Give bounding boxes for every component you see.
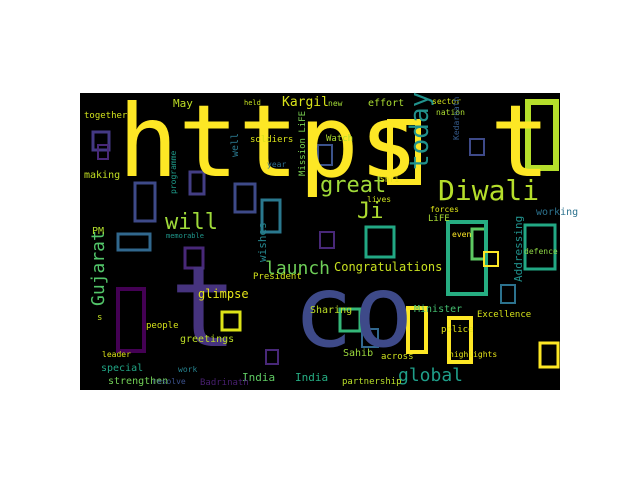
- word: launch: [265, 258, 330, 279]
- word: s: [97, 313, 102, 323]
- word: global: [398, 365, 463, 386]
- word: making: [84, 170, 120, 181]
- word: India: [295, 371, 328, 384]
- glyph-box: [361, 328, 379, 348]
- glyph-box: [133, 181, 157, 223]
- glyph-boxes: [91, 99, 560, 369]
- glyph-box: [364, 225, 396, 259]
- glyph-box: [447, 316, 473, 364]
- word: Kedarnath: [452, 96, 461, 140]
- word: together: [84, 111, 128, 121]
- word: special: [101, 363, 143, 374]
- glyph-box: [265, 349, 279, 365]
- word: Excellence: [477, 310, 531, 320]
- glyph-box: [319, 231, 335, 249]
- word: Watch: [326, 134, 353, 144]
- glyph-box: [188, 170, 206, 196]
- word: today: [405, 92, 435, 170]
- word: strengthen: [108, 376, 168, 387]
- word: will: [165, 210, 218, 235]
- word: held: [244, 99, 261, 107]
- word: LiFE: [428, 214, 450, 224]
- word: Sahib: [343, 348, 373, 359]
- glyph-box: [500, 284, 516, 304]
- word: nation: [436, 108, 465, 117]
- word: defence: [524, 247, 558, 256]
- word: t: [490, 83, 550, 200]
- glyph-box: [116, 232, 152, 252]
- glyph-box: [220, 310, 242, 332]
- word: work: [178, 365, 197, 374]
- glyph-box: [525, 99, 559, 171]
- word: programme: [169, 150, 178, 194]
- words: https tt coDiwalitodaygreatJiwilllaunchGuj…: [84, 83, 578, 388]
- glyph-box: [317, 144, 333, 166]
- glyph-box: [446, 220, 488, 296]
- word: sector: [432, 97, 461, 106]
- glyph-box: [538, 341, 560, 369]
- word: Sharing: [310, 305, 352, 316]
- word: Shri: [380, 175, 399, 184]
- word: forces: [430, 205, 459, 214]
- word: across: [381, 352, 414, 362]
- glyph-box: [260, 198, 282, 234]
- word: Ji: [357, 199, 384, 224]
- glyph-box: [469, 138, 485, 156]
- word: effort: [368, 98, 404, 109]
- word: t: [170, 243, 237, 373]
- glyph-box: [97, 144, 109, 160]
- word: Badrinath: [200, 378, 249, 388]
- word: great: [320, 173, 386, 198]
- glyph-box: [406, 306, 428, 354]
- word: working: [536, 207, 578, 218]
- word: glimpse: [198, 287, 249, 301]
- glyph-box: [233, 182, 257, 214]
- word: greetings: [180, 334, 234, 345]
- word: year: [267, 160, 286, 169]
- word: partnership: [342, 377, 402, 387]
- word: highlights: [449, 350, 497, 359]
- word: Addressing: [512, 216, 525, 282]
- glyph-box: [338, 307, 362, 333]
- word: well: [230, 133, 241, 157]
- glyph-box: [523, 223, 557, 271]
- glyph-box: [483, 251, 499, 267]
- word: PM: [92, 226, 104, 237]
- word: President: [253, 272, 302, 282]
- word: May: [173, 97, 193, 110]
- word: https: [118, 83, 419, 200]
- word: even: [452, 230, 471, 239]
- word: Congratulations: [334, 260, 442, 274]
- word: soldiers: [250, 135, 293, 145]
- glyph-box: [116, 287, 146, 353]
- word: Gujarat: [88, 230, 109, 306]
- glyph-box: [91, 130, 111, 152]
- word: Minister: [414, 304, 462, 315]
- word: Diwali: [438, 174, 539, 207]
- word: new: [328, 99, 343, 108]
- word: India: [242, 371, 275, 384]
- glyph-box: [183, 246, 205, 270]
- word: Mission LiFE: [298, 111, 308, 176]
- word: police: [441, 325, 474, 335]
- word: wishes: [256, 222, 269, 262]
- word: Kargil: [282, 95, 329, 110]
- word: memorable: [166, 232, 204, 240]
- word: resolve: [152, 377, 186, 386]
- word: co: [293, 253, 413, 370]
- glyph-box: [387, 119, 421, 185]
- word: leader: [102, 350, 131, 359]
- word: people: [146, 321, 179, 331]
- word: lives: [367, 195, 391, 204]
